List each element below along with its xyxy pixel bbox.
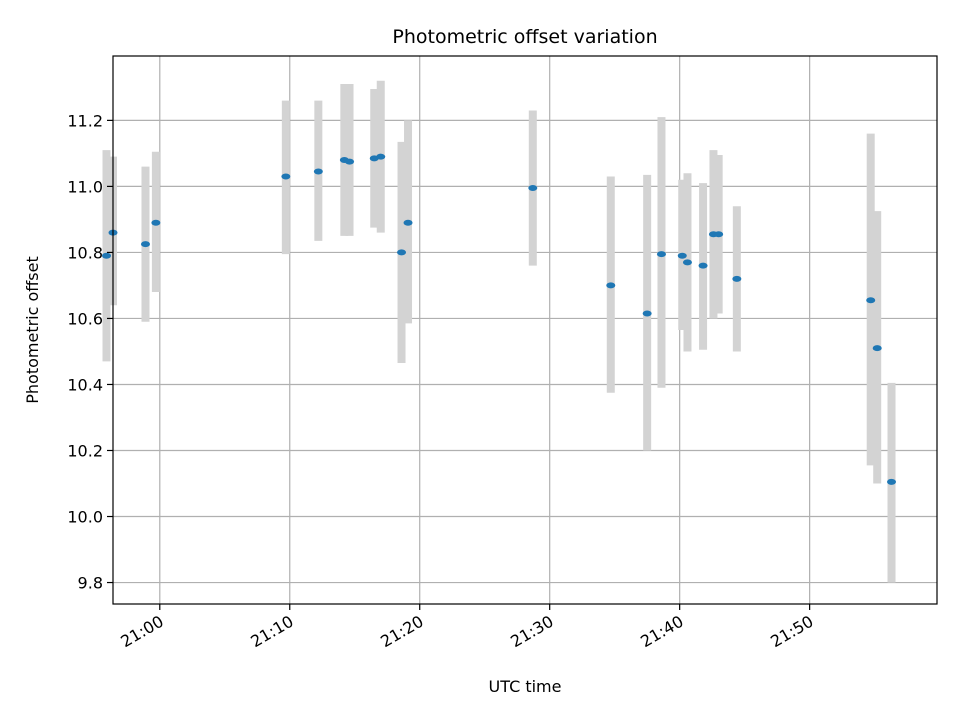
- data-point: [151, 219, 161, 226]
- data-point: [682, 259, 692, 266]
- data-point: [376, 153, 386, 160]
- y-axis-ticks: 9.8 10.0 10.2 10.4 10.6 10.8 11.0 11.2: [67, 111, 113, 593]
- data-point: [606, 282, 616, 289]
- data-point: [397, 249, 407, 256]
- plot-area: [113, 56, 937, 604]
- y-tick-label: 9.8: [78, 574, 103, 593]
- data-point: [140, 241, 150, 248]
- data-point: [714, 231, 724, 238]
- data-point: [313, 168, 323, 175]
- data-point: [698, 262, 708, 269]
- x-axis-title: UTC time: [489, 677, 562, 696]
- data-point: [281, 173, 291, 180]
- data-point: [642, 310, 652, 317]
- data-point: [866, 297, 876, 304]
- y-tick-label: 11.2: [67, 111, 103, 130]
- data-point: [656, 251, 666, 258]
- y-tick-label: 11.0: [67, 177, 103, 196]
- data-point: [872, 345, 882, 352]
- y-tick-label: 10.0: [67, 508, 103, 527]
- data-points: [102, 153, 897, 485]
- y-tick-label: 10.8: [67, 243, 103, 262]
- y-tick-label: 10.4: [67, 375, 103, 394]
- data-point: [732, 275, 742, 282]
- data-point: [528, 185, 538, 192]
- grid: [113, 56, 937, 604]
- y-tick-label: 10.2: [67, 441, 103, 460]
- data-point: [677, 252, 687, 259]
- y-tick-label: 10.6: [67, 309, 103, 328]
- plot-frame: [112, 55, 938, 605]
- data-point: [345, 158, 355, 165]
- data-point: [403, 219, 413, 226]
- data-point: [102, 252, 112, 259]
- data-point: [887, 478, 897, 485]
- chart-title: Photometric offset variation: [392, 26, 657, 48]
- y-axis-title: Photometric offset: [23, 256, 42, 404]
